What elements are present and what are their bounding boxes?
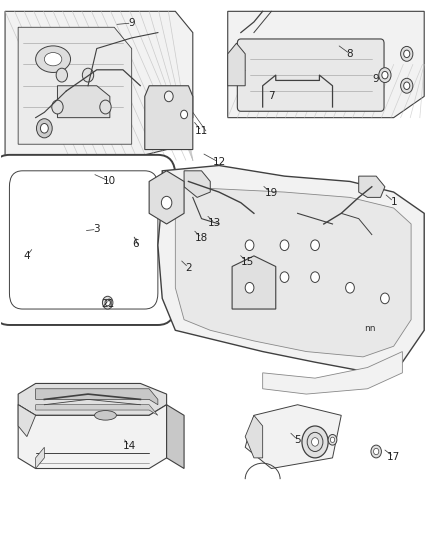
Polygon shape	[232, 256, 276, 309]
Circle shape	[280, 240, 289, 251]
Text: 10: 10	[103, 176, 117, 187]
Polygon shape	[245, 405, 341, 469]
Text: 2: 2	[185, 263, 192, 272]
Text: 5: 5	[294, 435, 301, 445]
Circle shape	[307, 432, 323, 451]
Circle shape	[302, 426, 328, 458]
Circle shape	[311, 240, 319, 251]
Polygon shape	[35, 405, 158, 415]
Circle shape	[280, 272, 289, 282]
Circle shape	[346, 282, 354, 293]
Polygon shape	[228, 43, 245, 86]
Polygon shape	[35, 389, 158, 405]
Text: 6: 6	[133, 239, 139, 249]
Circle shape	[161, 196, 172, 209]
FancyBboxPatch shape	[0, 155, 175, 325]
Text: 9: 9	[128, 18, 135, 28]
Polygon shape	[5, 11, 193, 160]
Polygon shape	[166, 405, 184, 469]
Circle shape	[374, 448, 379, 455]
Text: 13: 13	[208, 218, 221, 228]
Ellipse shape	[44, 53, 62, 66]
Text: 12: 12	[212, 157, 226, 167]
Text: 11: 11	[195, 126, 208, 136]
Circle shape	[401, 78, 413, 93]
Circle shape	[102, 296, 113, 309]
Circle shape	[40, 124, 48, 133]
Polygon shape	[18, 405, 35, 437]
Polygon shape	[228, 11, 424, 118]
Text: 18: 18	[195, 233, 208, 243]
Circle shape	[404, 50, 410, 58]
Circle shape	[245, 240, 254, 251]
Circle shape	[371, 445, 381, 458]
Circle shape	[52, 100, 63, 114]
Circle shape	[328, 434, 337, 445]
Circle shape	[100, 100, 111, 114]
Text: 9: 9	[373, 75, 379, 84]
Text: 17: 17	[387, 452, 400, 462]
Circle shape	[330, 437, 335, 442]
Polygon shape	[18, 383, 166, 415]
Circle shape	[382, 71, 388, 79]
Circle shape	[164, 91, 173, 102]
Polygon shape	[57, 86, 110, 118]
Text: 3: 3	[93, 224, 100, 235]
Text: 4: 4	[24, 251, 30, 261]
Circle shape	[105, 300, 110, 306]
Circle shape	[404, 82, 410, 90]
Polygon shape	[263, 352, 403, 394]
Text: 21: 21	[101, 298, 114, 309]
Circle shape	[381, 293, 389, 304]
Text: 19: 19	[265, 188, 278, 198]
Text: nn: nn	[364, 324, 375, 333]
Ellipse shape	[35, 46, 71, 72]
FancyBboxPatch shape	[10, 171, 158, 309]
Circle shape	[401, 46, 413, 61]
Text: 7: 7	[268, 91, 275, 101]
Polygon shape	[149, 171, 184, 224]
Polygon shape	[158, 165, 424, 373]
Polygon shape	[35, 447, 44, 469]
Circle shape	[82, 68, 94, 82]
Text: 1: 1	[390, 197, 397, 207]
Circle shape	[311, 272, 319, 282]
Polygon shape	[175, 187, 411, 357]
Circle shape	[36, 119, 52, 138]
Polygon shape	[184, 171, 210, 197]
Circle shape	[245, 282, 254, 293]
Polygon shape	[18, 27, 132, 144]
FancyBboxPatch shape	[237, 39, 384, 111]
Text: 14: 14	[123, 441, 136, 451]
Polygon shape	[359, 176, 385, 197]
Text: 15: 15	[241, 257, 254, 267]
Ellipse shape	[95, 410, 117, 420]
Polygon shape	[18, 405, 166, 469]
Polygon shape	[145, 86, 193, 150]
Circle shape	[56, 68, 67, 82]
Polygon shape	[245, 415, 263, 458]
Text: 8: 8	[346, 49, 353, 59]
Circle shape	[311, 438, 318, 446]
Circle shape	[180, 110, 187, 119]
Circle shape	[379, 68, 391, 83]
